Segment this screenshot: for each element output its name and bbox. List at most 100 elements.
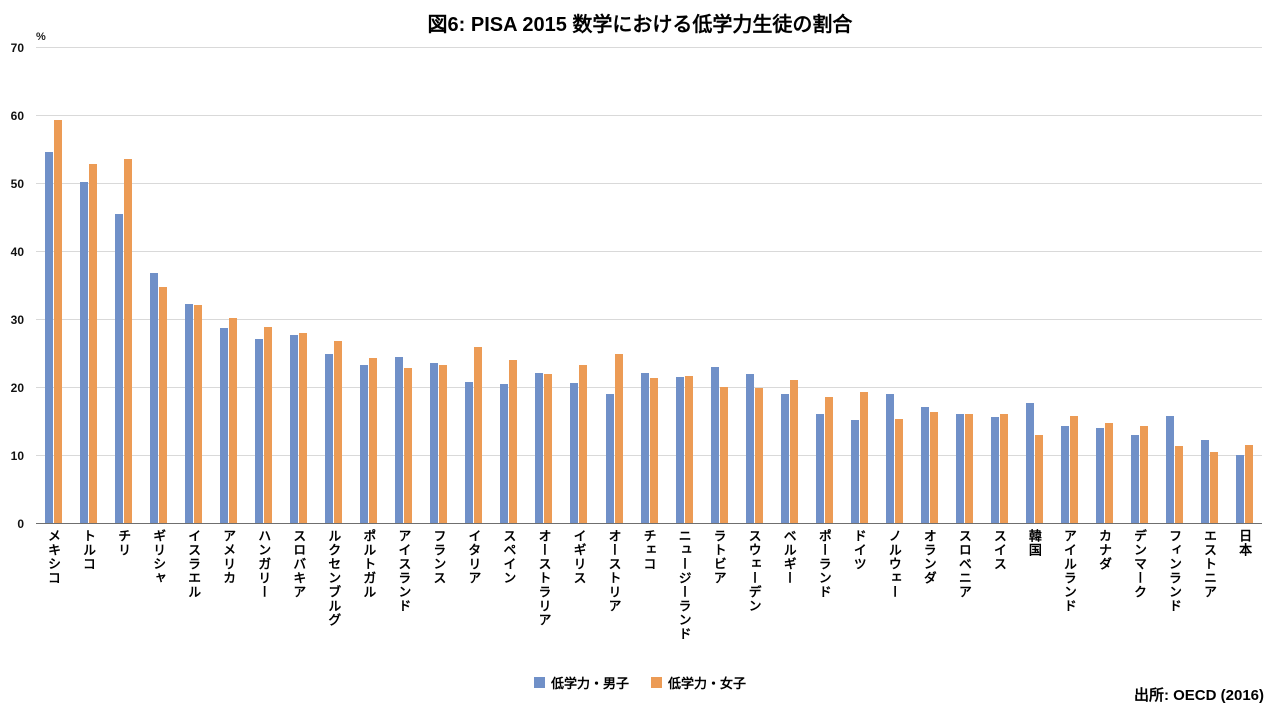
bar-group — [211, 318, 246, 523]
country-label: オーストラリア — [536, 529, 552, 627]
country-label: イタリア — [466, 529, 482, 585]
country-label: アイルランド — [1061, 529, 1077, 613]
bar-boys — [570, 382, 579, 523]
bar-boys — [955, 413, 964, 523]
legend-label: 低学力・男子 — [550, 676, 629, 691]
x-label-cell: メキシコ — [36, 529, 71, 585]
bar-girls — [1175, 446, 1184, 523]
bar-boys — [990, 416, 999, 523]
bar-girls — [439, 364, 448, 523]
country-label: チリ — [116, 529, 132, 557]
x-label-cell: ギリシャ — [141, 529, 176, 585]
bar-boys — [325, 353, 334, 523]
bar-group — [176, 304, 211, 523]
bar-group — [386, 357, 421, 523]
bar-boys — [500, 384, 509, 523]
country-label: ルクセンブルグ — [326, 529, 342, 627]
bar-boys — [115, 214, 124, 523]
x-label-cell: スペイン — [491, 529, 526, 585]
bar-group — [667, 376, 702, 523]
legend: 低学力・男子 低学力・女子 — [0, 673, 1280, 692]
country-label: ニュージーランド — [676, 529, 692, 641]
country-label: アメリカ — [221, 529, 237, 585]
country-label: フィンランド — [1167, 529, 1183, 613]
x-axis-line — [36, 523, 1262, 524]
legend-swatch-girls — [651, 677, 662, 688]
bar-group — [1157, 415, 1192, 523]
plot-area — [36, 47, 1262, 524]
y-tick-label: 50 — [10, 177, 24, 191]
bar-boys — [605, 394, 614, 523]
chart-title: 図6: PISA 2015 数学における低学力生徒の割合 — [427, 14, 853, 36]
bar-girls — [719, 387, 728, 523]
x-label-cell: ラトビア — [702, 529, 737, 585]
x-label-cell: スウェーデン — [737, 529, 772, 613]
x-label-cell: 韓国 — [1017, 529, 1052, 557]
bar-group — [807, 397, 842, 523]
country-label: スペイン — [501, 529, 517, 585]
y-tick-label: 20 — [10, 381, 24, 395]
gridline — [36, 319, 1262, 320]
bar-girls — [789, 379, 798, 523]
bar-girls — [1104, 423, 1113, 523]
country-label: イスラエル — [186, 529, 202, 599]
bar-group — [316, 340, 351, 523]
x-label-cell: デンマーク — [1122, 529, 1157, 599]
bar-girls — [649, 378, 658, 523]
bar-boys — [535, 372, 544, 523]
x-label-cell: イタリア — [456, 529, 491, 585]
bar-girls — [544, 374, 553, 523]
x-label-cell: トルコ — [71, 529, 106, 571]
bar-group — [982, 413, 1017, 523]
bar-group — [842, 391, 877, 523]
bar-boys — [1060, 426, 1069, 523]
bar-boys — [1236, 455, 1245, 523]
bar-boys — [640, 373, 649, 523]
country-label: オーストリア — [606, 529, 622, 613]
bar-boys — [1201, 440, 1210, 523]
bar-group — [947, 413, 982, 523]
x-label-cell: ニュージーランド — [667, 529, 702, 641]
bar-group — [1052, 415, 1087, 523]
bar-girls — [859, 391, 868, 523]
bar-group — [772, 379, 807, 523]
bar-girls — [369, 358, 378, 523]
legend-item: 低学力・男子 — [533, 673, 629, 692]
bar-girls — [264, 327, 273, 523]
bar-boys — [1095, 427, 1104, 523]
bar-boys — [430, 362, 439, 523]
bar-group — [456, 346, 491, 523]
x-label-cell: ノルウェー — [877, 529, 912, 599]
country-label: 日本 — [1237, 529, 1253, 557]
bar-boys — [80, 181, 89, 523]
bar-group — [912, 406, 947, 523]
bar-boys — [220, 327, 229, 523]
bar-boys — [885, 394, 894, 523]
legend-label: 低学力・女子 — [668, 676, 747, 691]
gridline — [36, 183, 1262, 184]
y-tick-label: 60 — [10, 109, 24, 123]
x-label-cell: フランス — [421, 529, 456, 585]
x-axis-labels: メキシコ トルコ チリ ギリシャ イスラエル アメリカ ハンガリー スロバキア ルクセンブルグ ポ… — [36, 529, 1262, 667]
country-label: ノルウェー — [886, 529, 902, 599]
country-label: カナダ — [1096, 529, 1112, 571]
x-label-cell: イギリス — [561, 529, 596, 585]
bar-girls — [929, 412, 938, 523]
bar-girls — [999, 413, 1008, 523]
bar-boys — [780, 394, 789, 523]
bar-group — [737, 374, 772, 523]
bar-girls — [509, 359, 518, 523]
bar-group — [877, 394, 912, 523]
x-label-cell: フィンランド — [1157, 529, 1192, 613]
bar-girls — [1034, 435, 1043, 523]
bar-girls — [159, 287, 168, 523]
country-label: オランダ — [921, 529, 937, 585]
bar-boys — [815, 413, 824, 523]
x-label-cell: エストニア — [1192, 529, 1227, 599]
bar-girls — [124, 159, 133, 523]
bar-girls — [754, 387, 763, 523]
country-label: メキシコ — [46, 529, 62, 585]
gridline — [36, 115, 1262, 116]
bar-girls — [229, 318, 238, 523]
bar-group — [1122, 426, 1157, 523]
